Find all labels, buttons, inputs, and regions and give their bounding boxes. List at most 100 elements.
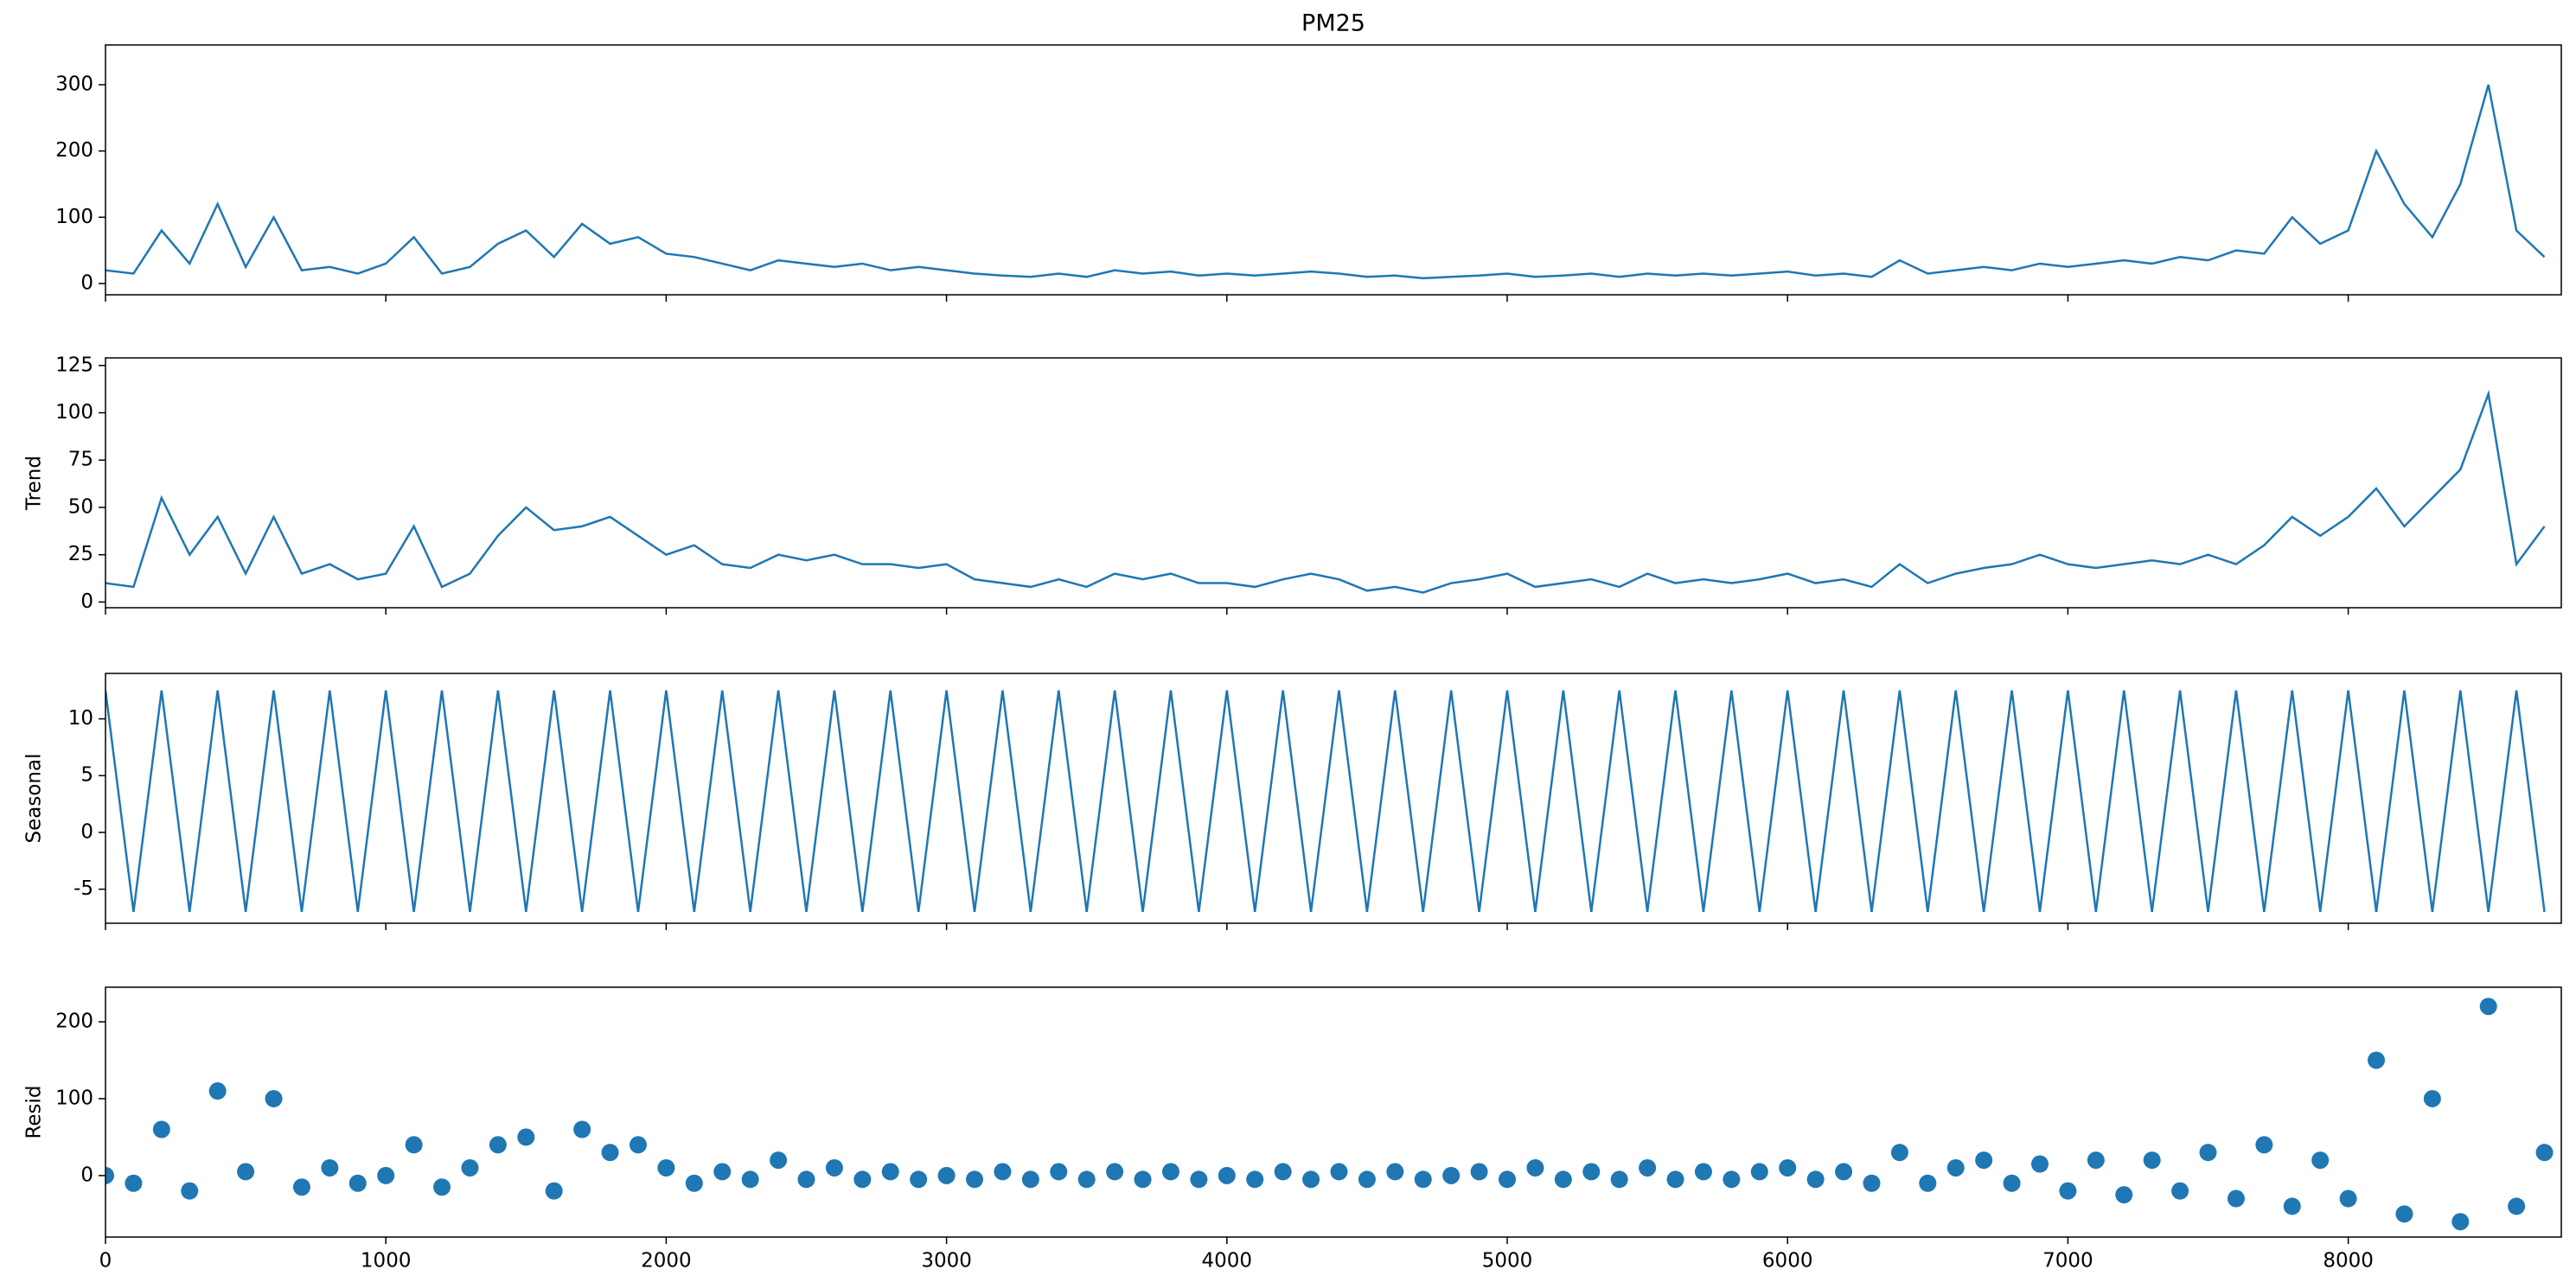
resid-point	[2227, 1190, 2245, 1208]
resid-point	[2255, 1136, 2273, 1154]
y-tick-label: 100	[55, 1087, 93, 1109]
resid-point	[2423, 1089, 2441, 1107]
resid-point	[881, 1163, 899, 1181]
resid-point	[2395, 1205, 2413, 1223]
resid-point	[105, 1166, 114, 1184]
resid-point	[994, 1163, 1012, 1181]
resid-point	[433, 1178, 451, 1196]
series-line	[105, 84, 2546, 280]
x-tick-label: 1000	[361, 1250, 412, 1272]
resid-point	[1134, 1170, 1152, 1189]
resid-point	[1274, 1163, 1292, 1181]
resid-point	[937, 1166, 956, 1184]
resid-point	[1077, 1170, 1096, 1189]
resid-point	[797, 1170, 815, 1189]
resid-point	[2087, 1151, 2105, 1170]
resid-point	[1386, 1163, 1404, 1181]
x-tick-label: 0	[99, 1250, 112, 1272]
y-tick-label: 0	[80, 590, 93, 613]
y-tick-label: 0	[80, 1164, 93, 1186]
resid-point	[348, 1174, 367, 1192]
x-tick-label: 6000	[1762, 1250, 1813, 1272]
resid-point	[1470, 1163, 1488, 1181]
resid-point	[2479, 998, 2497, 1016]
resid-point	[1358, 1170, 1376, 1189]
resid-point	[657, 1158, 675, 1177]
resid-point	[1919, 1174, 1937, 1192]
resid-point	[2535, 1144, 2554, 1162]
y-axis-label: Resid	[23, 1085, 46, 1138]
axes-frame	[105, 986, 2562, 1238]
resid-point	[2199, 1144, 2217, 1162]
y-tick-label: 200	[55, 139, 93, 162]
series-line	[105, 389, 2546, 594]
resid-point	[125, 1174, 143, 1192]
resid-point	[1330, 1163, 1348, 1181]
resid-point	[1106, 1163, 1124, 1181]
resid-point	[1806, 1170, 1825, 1189]
resid-point	[1890, 1144, 1908, 1162]
resid-point	[461, 1158, 479, 1177]
y-tick-label: 100	[55, 206, 93, 228]
resid-point	[1779, 1158, 1797, 1177]
resid-point	[1694, 1163, 1712, 1181]
y-tick-label: 10	[68, 707, 93, 730]
resid-point	[1302, 1170, 1320, 1189]
resid-point	[770, 1151, 788, 1170]
resid-point	[1218, 1166, 1236, 1184]
resid-point	[629, 1136, 647, 1154]
resid-point	[2171, 1182, 2189, 1200]
resid-point	[1946, 1158, 1965, 1177]
x-tick-label: 5000	[1482, 1250, 1533, 1272]
resid-point	[321, 1158, 339, 1177]
resid-point	[1666, 1170, 1684, 1189]
resid-point	[2143, 1151, 2161, 1170]
resid-point	[2283, 1197, 2301, 1215]
resid-point	[1526, 1158, 1544, 1177]
resid-point	[601, 1144, 619, 1162]
y-axis-label: Trend	[23, 456, 46, 511]
y-tick-label: 200	[55, 1011, 93, 1033]
resid-point	[208, 1082, 227, 1100]
y-tick-label: 100	[55, 401, 93, 424]
y-tick-label: 50	[68, 495, 93, 518]
resid-point	[1246, 1170, 1264, 1189]
x-tick-label: 2000	[641, 1250, 692, 1272]
y-axis-label: Seasonal	[23, 754, 46, 844]
axes-frame	[105, 673, 2562, 924]
resid-point	[181, 1182, 199, 1200]
resid-point	[2003, 1174, 2021, 1192]
resid-point	[713, 1163, 732, 1181]
resid-point	[1975, 1151, 1993, 1170]
resid-point	[489, 1136, 507, 1154]
axes-frame	[105, 44, 2562, 296]
y-tick-label: 5	[80, 764, 93, 787]
resid-point	[910, 1170, 928, 1189]
resid-point	[1554, 1170, 1572, 1189]
x-tick-label: 8000	[2323, 1250, 2374, 1272]
resid-point	[2368, 1051, 2386, 1069]
resid-point	[1639, 1158, 1657, 1177]
resid-point	[405, 1136, 423, 1154]
resid-point	[2508, 1197, 2526, 1215]
resid-point	[1021, 1170, 1039, 1189]
resid-point	[1442, 1166, 1461, 1184]
x-tick-label: 3000	[921, 1250, 972, 1272]
y-tick-label: 125	[55, 354, 93, 376]
resid-point	[265, 1089, 283, 1107]
resid-point	[2339, 1190, 2357, 1208]
resid-point	[966, 1170, 984, 1189]
resid-point	[1750, 1163, 1768, 1181]
resid-point	[2311, 1151, 2330, 1170]
resid-point	[741, 1170, 759, 1189]
resid-point	[2059, 1182, 2077, 1200]
resid-point	[1610, 1170, 1628, 1189]
resid-point	[1161, 1163, 1179, 1181]
resid-point	[1499, 1170, 1517, 1189]
resid-point	[1190, 1170, 1208, 1189]
axes-frame	[105, 357, 2562, 609]
resid-point	[377, 1166, 395, 1184]
resid-point	[825, 1158, 843, 1177]
y-tick-label: 25	[68, 543, 93, 565]
